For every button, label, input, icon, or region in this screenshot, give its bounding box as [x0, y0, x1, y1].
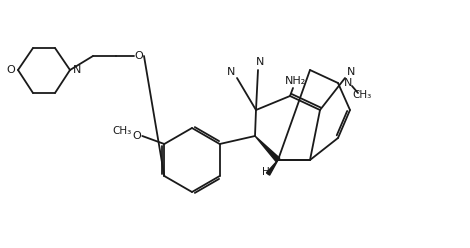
Text: O: O [7, 65, 16, 75]
Text: CH₃: CH₃ [352, 90, 372, 100]
Text: N: N [73, 65, 81, 75]
Text: H: H [262, 167, 270, 177]
Polygon shape [255, 136, 280, 162]
Text: N: N [344, 78, 352, 88]
Text: NH₂: NH₂ [284, 76, 306, 86]
Text: CH₃: CH₃ [113, 126, 132, 136]
Text: N: N [227, 67, 235, 77]
Text: N: N [256, 57, 264, 67]
Text: N: N [347, 67, 355, 77]
Polygon shape [266, 160, 278, 175]
Text: O: O [132, 131, 141, 141]
Text: O: O [134, 51, 143, 61]
